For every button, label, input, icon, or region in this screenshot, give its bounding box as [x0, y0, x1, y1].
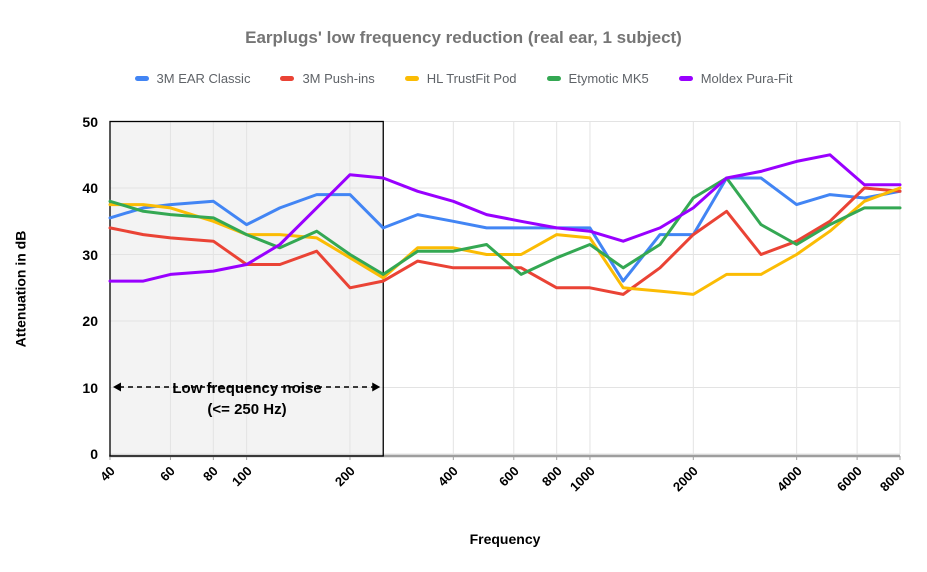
- legend-swatch-icon: [546, 75, 561, 81]
- y-axis-title: Attenuation in dB: [12, 230, 29, 348]
- series-line-etymotic-mk5: [108, 176, 902, 276]
- series-line-3m-ear-classic: [108, 176, 902, 283]
- legend-swatch-icon: [678, 75, 693, 81]
- y-tick-label: 40: [82, 180, 98, 196]
- legend-item-moldex-pura-fit: Moldex Pura-Fit: [678, 70, 793, 86]
- y-tick-label: 10: [82, 379, 98, 396]
- legend-label: Moldex Pura-Fit: [700, 70, 793, 86]
- legend-swatch-icon: [404, 75, 419, 81]
- x-axis-title: Frequency: [469, 531, 541, 547]
- legend-swatch-icon: [134, 75, 149, 81]
- annotation-250hz: (<= 250 Hz): [207, 401, 287, 418]
- series-line-3m-push-ins: [108, 186, 902, 296]
- legend-item-3m-ear-classic: 3M EAR Classic: [134, 70, 251, 86]
- series-line-moldex-pura-fit: [108, 153, 902, 283]
- chart-title: Earplugs' low frequency reduction (real …: [245, 28, 682, 47]
- y-tick-label: 30: [82, 246, 98, 263]
- annotation-low-frequency-noise: Low frequency noise: [172, 380, 322, 397]
- legend: 3M EAR Classic 3M Push-ins HL TrustFit P…: [0, 68, 927, 88]
- legend-item-3m-push-ins: 3M Push-ins: [280, 70, 375, 86]
- y-tick-label: 50: [82, 113, 98, 130]
- legend-label: HL TrustFit Pod: [426, 70, 517, 86]
- y-tick-label: 0: [90, 446, 98, 462]
- y-tick-label: 20: [82, 313, 98, 329]
- legend-label: Etymotic MK5: [568, 70, 649, 86]
- low-frequency-region-border: [109, 120, 384, 457]
- legend-item-etymotic-mk5: Etymotic MK5: [546, 70, 649, 86]
- legend-label: 3M EAR Classic: [156, 70, 251, 86]
- legend-label: 3M Push-ins: [302, 70, 375, 86]
- legend-swatch-icon: [280, 75, 295, 81]
- right-arrowhead-icon: [372, 382, 381, 392]
- left-arrowhead-icon: [113, 382, 121, 392]
- legend-item-hl-trustfit-pod: HL TrustFit Pod: [404, 70, 517, 86]
